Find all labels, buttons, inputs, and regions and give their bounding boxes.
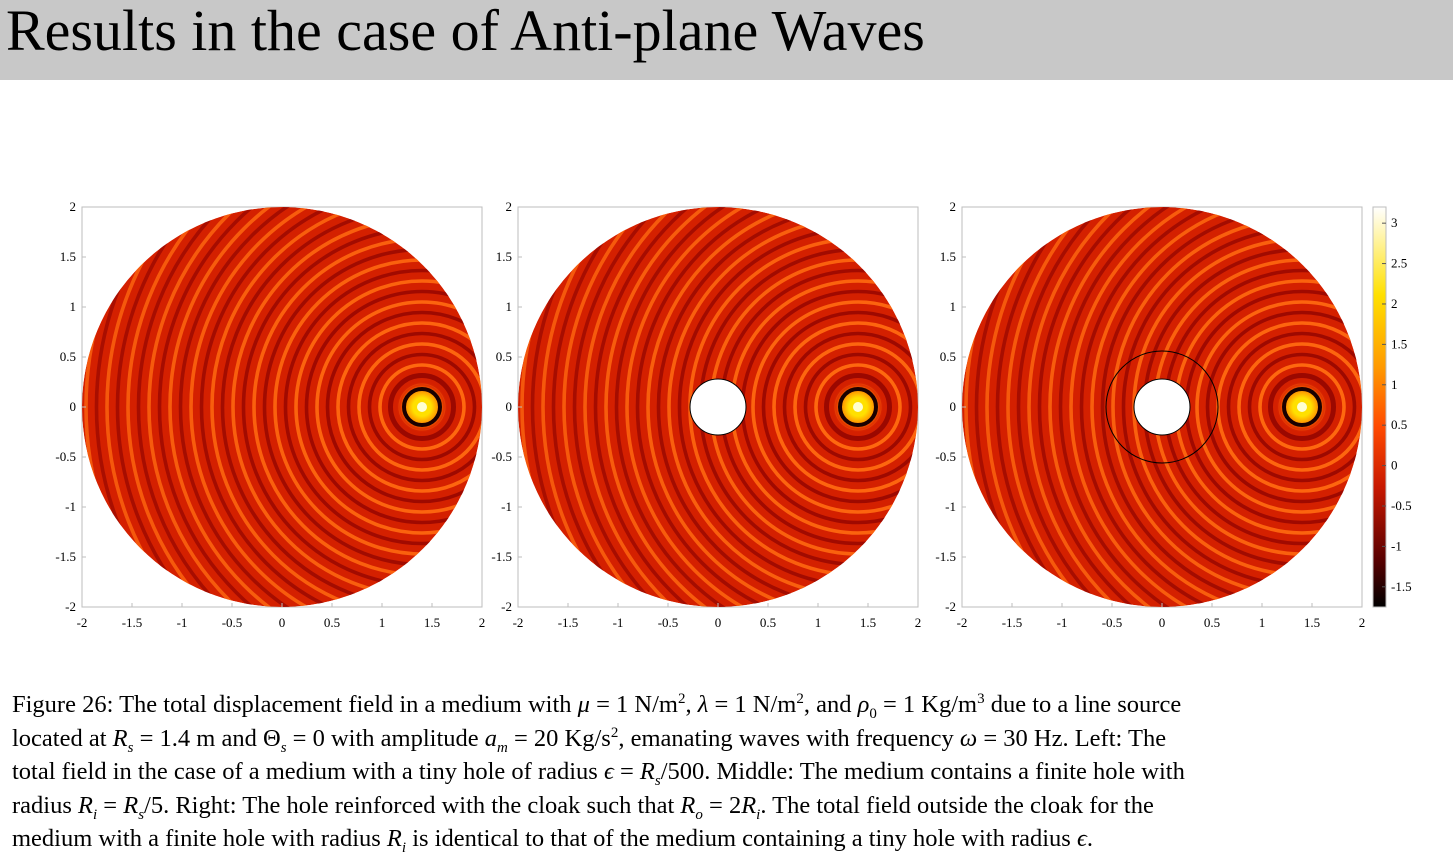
y-tick-label: 1.5: [496, 249, 512, 264]
y-tick-label: -1.5: [935, 549, 956, 564]
x-tick-label: 1: [379, 615, 386, 630]
y-tick-label: 1.5: [60, 249, 76, 264]
colorbar-tick-label: -0.5: [1391, 498, 1412, 513]
x-tick-label: 0: [279, 615, 286, 630]
y-tick-label: -2: [501, 599, 512, 614]
y-tick-label: -1.5: [491, 549, 512, 564]
colorbar-gradient: [1372, 206, 1387, 608]
caption-line: radius Ri = Rs/5. Right: The hole reinfo…: [12, 791, 1154, 823]
y-tick-label: -1.5: [55, 549, 76, 564]
panel-right: -2-2 -1.5 -1.5 -1 -1 -0.5 -0.5 0 0 0.5 0.5 1 1 1.5 1.5…: [935, 199, 1366, 630]
y-tick-label: 0: [950, 399, 957, 414]
x-tick-label: 0: [715, 615, 722, 630]
colorbar-tick-label: -1.5: [1391, 579, 1412, 594]
colorbar-tick-label: 0.5: [1391, 417, 1407, 432]
y-tick-label: 1.5: [940, 249, 956, 264]
y-tick-label: 0.5: [496, 349, 512, 364]
x-tick-label: 2: [1359, 615, 1366, 630]
x-tick-label: 2: [915, 615, 922, 630]
y-tick-label: 0: [70, 399, 77, 414]
x-tick-label: 1.5: [860, 615, 876, 630]
y-tick-label: -0.5: [935, 449, 956, 464]
y-tick-label: 0.5: [940, 349, 956, 364]
x-tick-label: -1.5: [558, 615, 579, 630]
x-tick-label: -2: [77, 615, 88, 630]
caption-line: located at Rs = 1.4 m and Θs = 0 with am…: [12, 724, 1167, 756]
colorbar-tick-label: 1.5: [1391, 336, 1407, 351]
x-tick-label: -0.5: [222, 615, 243, 630]
caption-line: total field in the case of a medium with…: [12, 758, 1185, 789]
y-tick-label: 2: [950, 199, 957, 214]
caption-line: medium with a finite hole with radius Ri…: [12, 825, 1093, 856]
y-tick-label: -0.5: [55, 449, 76, 464]
y-tick-label: -0.5: [491, 449, 512, 464]
y-tick-label: 1: [506, 299, 513, 314]
cloak-boundary: [1105, 350, 1219, 464]
colorbar-tick-label: 3: [1391, 215, 1398, 230]
finite-hole: [1133, 378, 1191, 436]
colorbar-tick-label: 2.5: [1391, 256, 1407, 271]
panel-middle: -2-2 -1.5 -1.5 -1 -1 -0.5 -0.5 0 0 0.5 0.5 1 1 1.5 1.5…: [491, 199, 922, 630]
y-tick-label: -1: [945, 499, 956, 514]
x-tick-label: 0.5: [1204, 615, 1220, 630]
figure-caption: Figure 26: The total displacement field …: [12, 688, 1448, 856]
x-tick-label: -2: [513, 615, 524, 630]
y-tick-label: 2: [506, 199, 513, 214]
y-tick-label: 2: [70, 199, 77, 214]
y-tick-label: -1: [501, 499, 512, 514]
title-bar: Results in the case of Anti-plane Waves: [0, 0, 1453, 80]
x-tick-label: 1.5: [424, 615, 440, 630]
x-tick-label: -1: [177, 615, 188, 630]
colorbar-tick-label: 2: [1391, 296, 1398, 311]
x-tick-label: 1: [815, 615, 822, 630]
x-tick-label: 0.5: [760, 615, 776, 630]
x-tick-label: 1.5: [1304, 615, 1320, 630]
colorbar-tick-label: -1: [1391, 538, 1402, 553]
x-tick-label: 0: [1159, 615, 1166, 630]
colorbar-tick-label: 0: [1391, 458, 1398, 473]
x-tick-label: -2: [957, 615, 968, 630]
caption-line: Figure 26: The total displacement field …: [12, 690, 1182, 722]
x-tick-label: -1.5: [1002, 615, 1023, 630]
y-tick-label: 0: [506, 399, 513, 414]
y-tick-label: -1: [65, 499, 76, 514]
x-tick-label: 2: [479, 615, 486, 630]
y-tick-label: -2: [65, 599, 76, 614]
x-tick-label: -1: [1057, 615, 1068, 630]
slide-title: Results in the case of Anti-plane Waves: [6, 0, 925, 63]
x-tick-label: -0.5: [1102, 615, 1123, 630]
x-tick-label: -1: [613, 615, 624, 630]
colorbar-tick-label: 1: [1391, 377, 1398, 392]
finite-hole: [689, 378, 747, 436]
y-tick-label: 1: [70, 299, 77, 314]
figure-panels: -2-2-1.5-1.5-1-1-0.5-0.5000.50.5111.51.5…: [55, 199, 1412, 630]
x-tick-label: 0.5: [324, 615, 340, 630]
x-tick-label: -1.5: [122, 615, 143, 630]
x-tick-label: -0.5: [658, 615, 679, 630]
y-tick-label: -2: [945, 599, 956, 614]
colorbar: 3 2.5 2 1.5 1 0.5 0 -0.5 -1 -1.5: [1372, 206, 1412, 608]
y-tick-label: 1: [950, 299, 957, 314]
y-tick-label: 0.5: [60, 349, 76, 364]
x-tick-label: 1: [1259, 615, 1266, 630]
